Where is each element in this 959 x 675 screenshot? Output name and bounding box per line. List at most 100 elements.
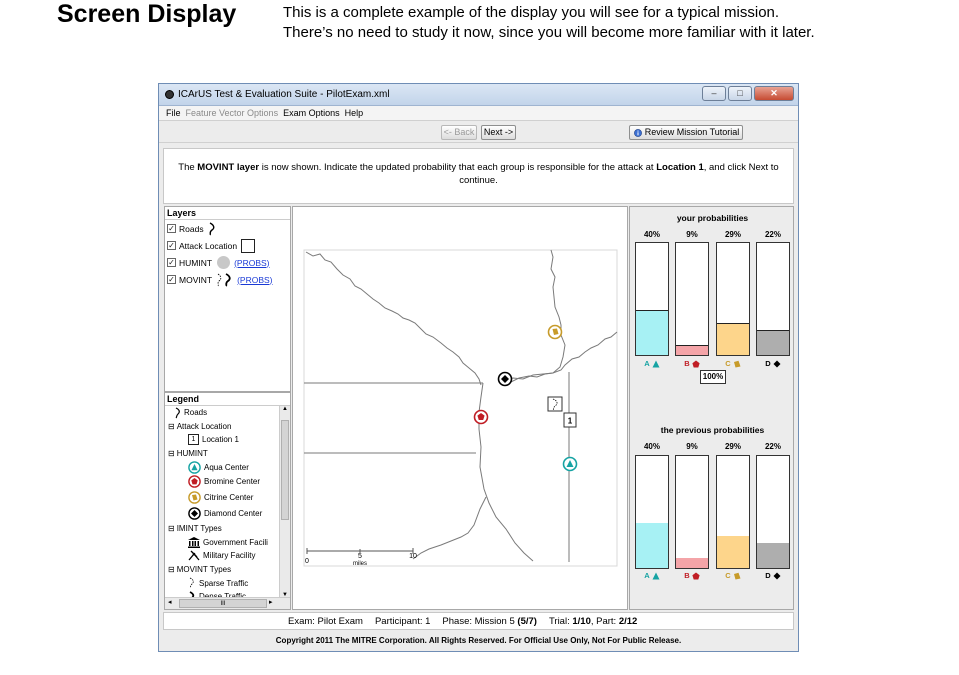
legend-attack-location: ⊟ Attack Location bbox=[168, 420, 290, 434]
next-button[interactable]: Next -> bbox=[481, 125, 516, 140]
legend-scroll-thumb[interactable] bbox=[281, 420, 289, 520]
app-window: ICArUS Test & Evaluation Suite - PilotEx… bbox=[158, 83, 799, 652]
previous-prob-value-a: 40% bbox=[643, 442, 660, 451]
movint-collapse-icon[interactable]: ⊟ bbox=[168, 565, 175, 575]
previous-prob-fill-b bbox=[676, 557, 708, 568]
legend-imint-label: IMINT Types bbox=[176, 524, 222, 534]
your-prob-bar-a[interactable] bbox=[635, 242, 669, 356]
humint-probs-link[interactable]: (PROBS) bbox=[234, 257, 270, 268]
status-participant: Participant: 1 bbox=[374, 615, 431, 627]
scroll-up-icon[interactable]: ▲ bbox=[282, 406, 288, 412]
bromine-group-icon bbox=[692, 572, 700, 579]
group-letter: A bbox=[644, 571, 650, 580]
slide-description: This is a complete example of the displa… bbox=[283, 3, 815, 43]
scale-label-0: 0 bbox=[305, 558, 309, 565]
title-bar[interactable]: ICArUS Test & Evaluation Suite - PilotEx… bbox=[159, 84, 798, 106]
legend-humint: ⊟ HUMINT bbox=[168, 447, 290, 461]
legend-government: Government Facili bbox=[168, 536, 290, 550]
your-prob-bar-c[interactable] bbox=[716, 242, 750, 356]
previous-prob-value-b: 9% bbox=[686, 442, 698, 451]
group-letter: D bbox=[765, 571, 771, 580]
your-prob-bar-b[interactable] bbox=[675, 242, 709, 356]
total-probability-box: 100% bbox=[700, 370, 726, 384]
humint-collapse-icon[interactable]: ⊟ bbox=[168, 449, 175, 459]
minimize-button[interactable]: – bbox=[702, 86, 726, 101]
layer-movint-checkbox[interactable]: ✓ bbox=[167, 275, 176, 284]
layer-movint-label: MOVINT bbox=[179, 274, 213, 285]
status-phase: Phase: Mission 5 (5/7) bbox=[442, 616, 537, 627]
legend-vertical-scrollbar[interactable]: ▲ ▼ bbox=[279, 406, 290, 598]
menu-feature-vector-options[interactable]: Feature Vector Options bbox=[185, 108, 279, 118]
humint-circle-icon bbox=[217, 256, 231, 269]
previous-probabilities-title: the previous probabilities bbox=[660, 425, 765, 435]
aqua-center-icon bbox=[188, 460, 201, 474]
sparse-traffic-icon bbox=[189, 577, 194, 589]
map-canvas[interactable]: 1 0 5 10 miles bbox=[293, 207, 629, 611]
slide-title: Screen Display bbox=[57, 0, 237, 28]
menu-file[interactable]: File bbox=[166, 108, 181, 118]
map-frame bbox=[303, 249, 618, 567]
status-part-prefix: , Part: bbox=[590, 615, 619, 627]
layer-roads-checkbox[interactable]: ✓ bbox=[167, 224, 176, 233]
close-button[interactable]: ✕ bbox=[754, 86, 794, 101]
info-icon bbox=[634, 129, 642, 137]
movint-traffic-icon bbox=[217, 272, 231, 287]
legend-aqua: Aqua Center bbox=[168, 460, 290, 474]
scroll-left-icon[interactable]: ◂ bbox=[168, 599, 172, 606]
legend-citrine-label: Citrine Center bbox=[204, 493, 254, 503]
military-facility-icon bbox=[188, 550, 200, 561]
legend-movint-label: MOVINT Types bbox=[176, 565, 232, 575]
your-prob-value-a: 40% bbox=[643, 230, 660, 239]
legend-horizontal-scrollbar[interactable]: ◂ III ▸ bbox=[165, 597, 290, 609]
layer-movint: ✓ MOVINT (PROBS) bbox=[165, 271, 290, 288]
scroll-down-icon[interactable]: ▼ bbox=[282, 592, 288, 598]
your-prob-fill-d bbox=[757, 330, 789, 355]
status-trial: Trial: 1/10, Part: 2/12 bbox=[549, 616, 637, 627]
layer-attack-checkbox[interactable]: ✓ bbox=[167, 241, 176, 250]
layers-panel: Layers ✓ Roads ✓ Attack Location ✓ HUMIN… bbox=[164, 206, 291, 392]
app-logo-icon bbox=[165, 90, 174, 99]
previous-prob-fill-c bbox=[717, 535, 749, 568]
previous-group-label-b: B bbox=[675, 571, 709, 580]
instructions-bold-1: MOVINT layer bbox=[197, 162, 260, 173]
road bbox=[550, 249, 566, 374]
location-number-box: 1 bbox=[188, 434, 199, 446]
maximize-button[interactable]: □ bbox=[728, 86, 752, 101]
group-letter: D bbox=[765, 359, 771, 368]
attack-location-marker bbox=[563, 412, 577, 428]
government-facility-icon bbox=[188, 536, 200, 548]
layer-humint-checkbox[interactable]: ✓ bbox=[167, 258, 176, 267]
aqua-center-marker bbox=[562, 456, 578, 472]
your-prob-value-c: 29% bbox=[724, 230, 741, 239]
map-panel[interactable]: 1 0 5 10 miles bbox=[292, 206, 628, 610]
menu-exam-options[interactable]: Exam Options bbox=[283, 108, 340, 118]
status-exam: Exam: Pilot Exam bbox=[288, 615, 363, 627]
instructions-text-2: is now shown. Indicate the updated proba… bbox=[259, 162, 657, 173]
legend-hscroll-thumb[interactable]: III bbox=[179, 599, 267, 608]
menu-help[interactable]: Help bbox=[344, 108, 364, 118]
diamond-center-icon bbox=[188, 507, 201, 521]
back-button[interactable]: <- Back bbox=[441, 125, 477, 140]
legend-diamond: Diamond Center bbox=[168, 506, 290, 522]
group-letter: A bbox=[644, 359, 650, 368]
your-prob-bar-d[interactable] bbox=[756, 242, 790, 356]
your-prob-fill-b bbox=[676, 344, 708, 355]
attack-collapse-icon[interactable]: ⊟ bbox=[168, 421, 175, 431]
movint-probs-link[interactable]: (PROBS) bbox=[237, 274, 273, 285]
status-part-bold: 2/12 bbox=[618, 615, 638, 627]
legend-citrine: Citrine Center bbox=[168, 490, 290, 506]
your-prob-value-d: 22% bbox=[764, 230, 781, 239]
imint-collapse-icon[interactable]: ⊟ bbox=[168, 524, 175, 534]
previous-group-label-d: D bbox=[756, 571, 790, 580]
attack-location-number: 1 bbox=[568, 417, 573, 426]
legend-title: Legend bbox=[165, 393, 290, 406]
legend-bromine-label: Bromine Center bbox=[204, 477, 261, 487]
previous-prob-bar-b bbox=[675, 455, 709, 569]
previous-group-label-c: C bbox=[716, 571, 750, 580]
review-tutorial-button[interactable]: Review Mission Tutorial bbox=[629, 125, 743, 140]
instructions-text-3: , and click Next to continue. bbox=[459, 162, 779, 186]
previous-group-label-a: A bbox=[635, 571, 669, 580]
aqua-group-icon bbox=[652, 572, 660, 579]
diamond-center-marker bbox=[497, 371, 513, 387]
scroll-right-icon[interactable]: ▸ bbox=[269, 599, 273, 606]
